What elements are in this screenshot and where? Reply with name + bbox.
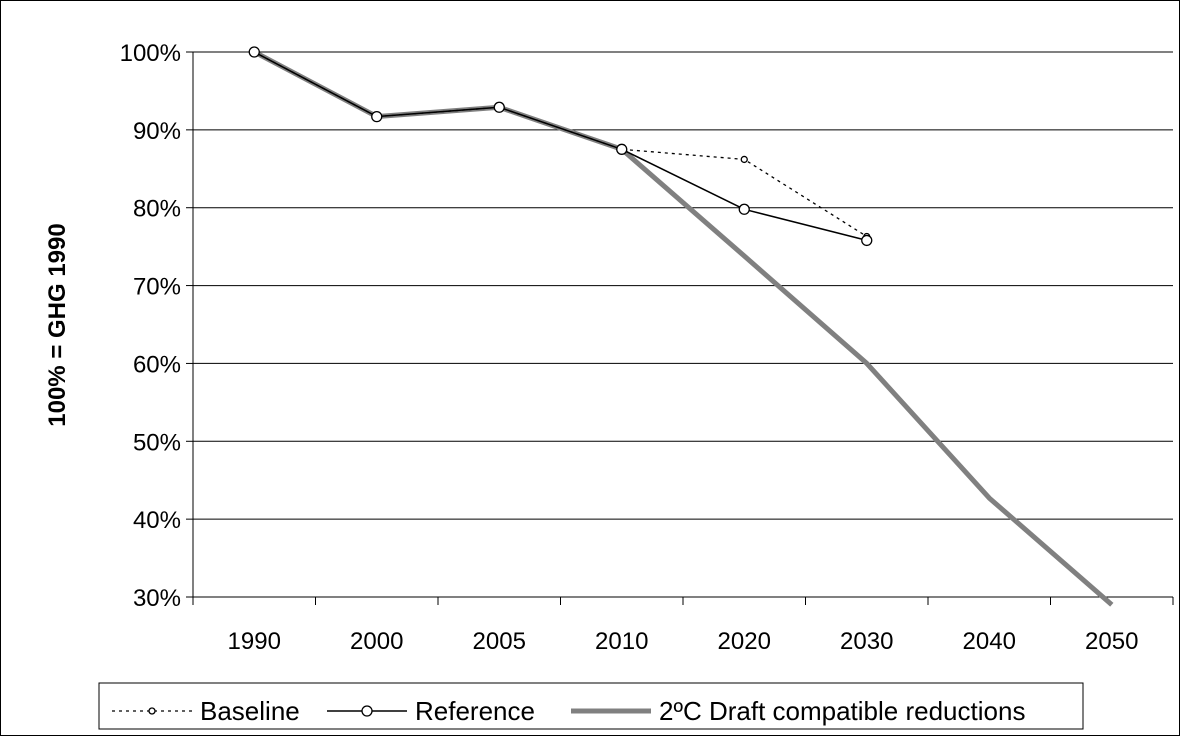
x-tick-label: 2020: [718, 628, 771, 655]
y-tick-label: 60%: [133, 351, 181, 378]
legend-marker-1: [361, 705, 373, 717]
y-axis-title: 100% = GHG 1990: [44, 223, 71, 426]
x-tick-labels: 1990 2000 2005 2010 2020 2030 2040 2050: [228, 628, 1139, 655]
legend-label-0: Baseline: [200, 696, 300, 726]
plot-background: [193, 52, 1173, 597]
x-tick-label: 2040: [963, 628, 1016, 655]
y-tick-label: 90%: [133, 118, 181, 145]
series-1-point: [861, 234, 873, 247]
y-tick-label: 70%: [133, 274, 181, 301]
x-tick-label: 2050: [1085, 628, 1138, 655]
series-layer: [248, 46, 1114, 607]
series-0-point: [740, 155, 748, 164]
x-tick-label: 2000: [350, 628, 403, 655]
legend: Baseline Reference 2ºC Draft compatible re…: [98, 682, 1084, 730]
axes: [186, 51, 1174, 605]
plot-area: [193, 52, 1173, 597]
series-line-1: [253, 51, 867, 242]
series-1-point: [738, 203, 750, 215]
y-tick-label: 100%: [120, 40, 181, 67]
legend-label-1: Reference: [415, 696, 535, 726]
y-tick-labels: 30% 40% 50% 60% 70% 80% 90% 100%: [120, 40, 181, 612]
series-1-point: [616, 143, 628, 155]
y-tick-label: 30%: [133, 585, 181, 612]
x-tick-label: 2030: [840, 628, 893, 655]
legend-label-2: 2ºC Draft compatible reductions: [659, 696, 1025, 726]
series-1-point: [371, 110, 383, 123]
x-tick-label: 2005: [473, 628, 526, 655]
y-tick-label: 50%: [133, 429, 181, 456]
series-1-point: [493, 101, 505, 113]
legend-box: [98, 682, 1084, 730]
legend-marker-0: [148, 707, 156, 715]
y-tick-label: 80%: [133, 196, 181, 223]
x-tick-label: 2010: [595, 628, 648, 655]
y-tick-label: 40%: [133, 507, 181, 534]
series-1-point: [248, 46, 260, 58]
x-tick-label: 1990: [228, 628, 281, 655]
